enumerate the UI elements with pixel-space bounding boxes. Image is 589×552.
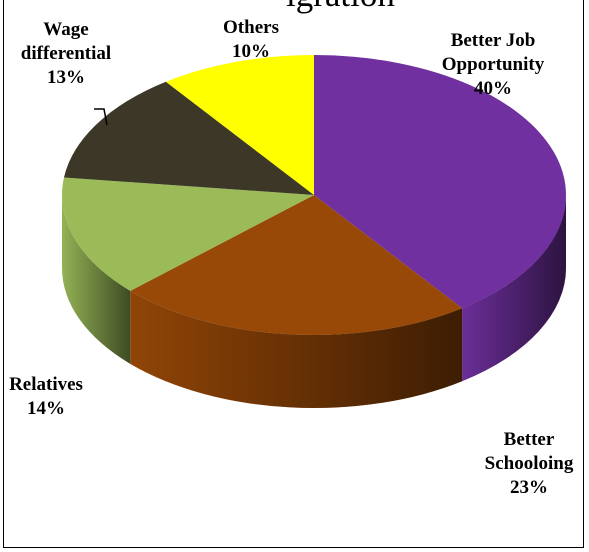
label-line: Better	[504, 429, 555, 450]
label-line: Schooloing	[485, 453, 574, 474]
leader-lines	[94, 108, 108, 126]
side-shade-relatives	[62, 195, 131, 364]
cut-title-text: igration	[286, 0, 395, 12]
label-better-schooloing: Better Schooloing 23%	[485, 429, 574, 498]
label-line: differential	[21, 43, 111, 64]
label-line: Relatives	[9, 374, 83, 395]
slice-better-schooloing	[130, 195, 463, 336]
label-percent: 13%	[47, 67, 85, 88]
slice-better-job-opportunity	[314, 55, 567, 309]
leader-line-wage-differential	[94, 108, 108, 126]
label-line: Better Job	[451, 30, 536, 51]
label-better-job-opportunity: Better Job Opportunity 40%	[442, 30, 545, 99]
chart-frame: ​ igration Better JobOpportunity40%Bette…	[3, 0, 584, 548]
label-percent: 10%	[232, 41, 270, 62]
label-percent: 23%	[510, 477, 548, 498]
pie-chart: Better Job Opportunity 40% Better Schooloing…	[9, 17, 574, 498]
slice-labels: Better Job Opportunity 40% Better Schooloing…	[9, 17, 574, 498]
label-others: Others 10%	[223, 17, 279, 62]
label-percent: 14%	[27, 398, 65, 419]
label-line: Opportunity	[442, 54, 545, 75]
label-wage-differential: Wage differential 13%	[21, 19, 111, 88]
slice-relatives	[62, 177, 314, 291]
label-percent: 40%	[474, 78, 512, 99]
label-line: Wage	[43, 19, 88, 40]
side-shade-better-schooloing	[130, 290, 463, 409]
slice-others	[165, 54, 314, 195]
label-relatives: Relatives 14%	[9, 374, 83, 419]
label-line: Others	[223, 17, 279, 38]
pie-slices	[62, 54, 567, 336]
slice-wage-differential	[63, 81, 315, 195]
side-shade-better-job-opportunity	[462, 195, 566, 382]
pie-sides	[62, 195, 566, 409]
